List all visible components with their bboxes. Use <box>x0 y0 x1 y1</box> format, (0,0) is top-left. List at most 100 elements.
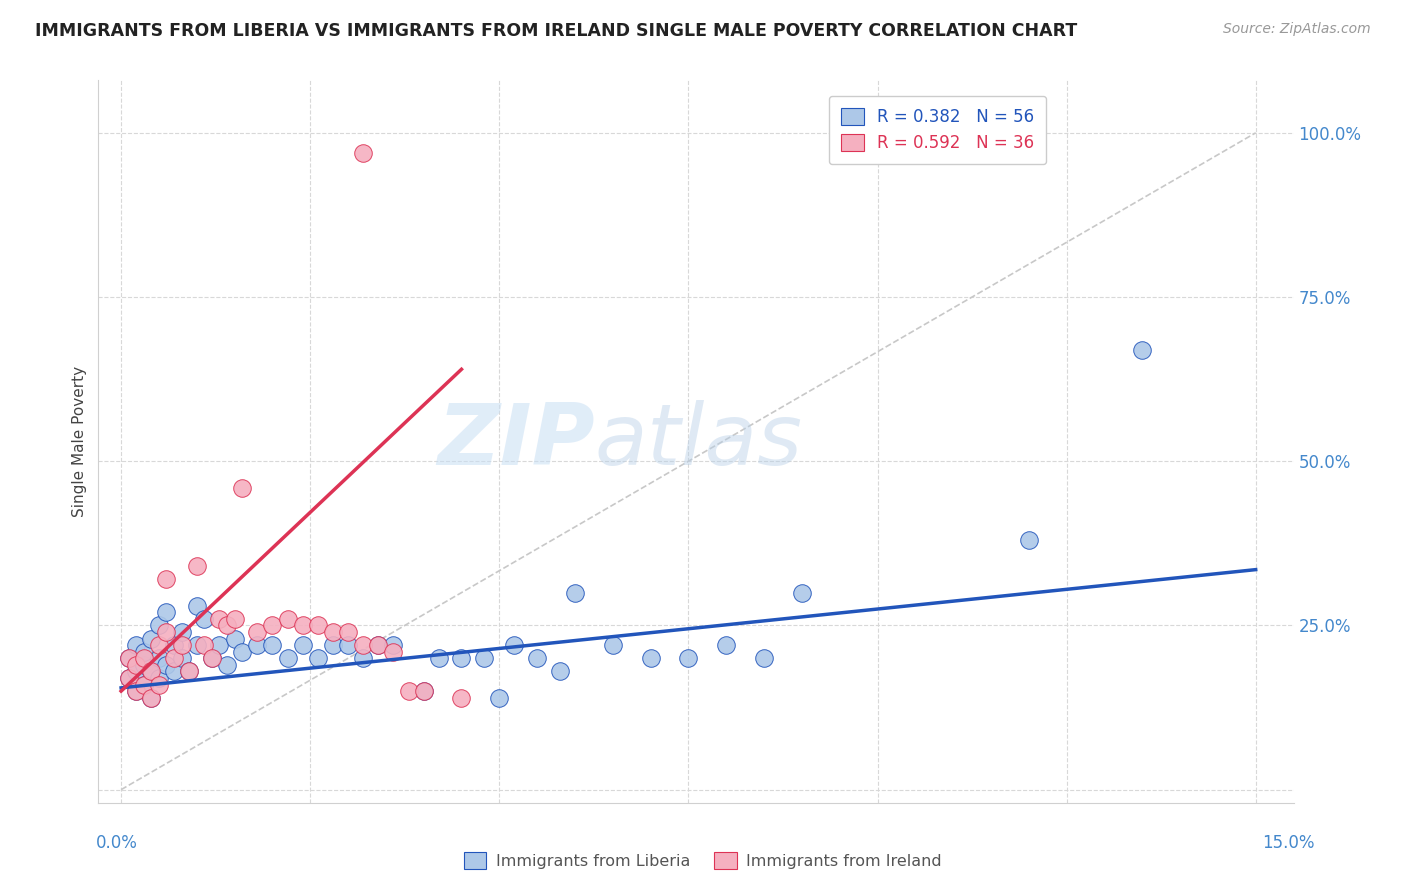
Point <box>790 585 813 599</box>
Point <box>141 690 163 705</box>
Point <box>382 645 405 659</box>
Point <box>412 684 434 698</box>
Point <box>193 638 215 652</box>
Point <box>118 671 141 685</box>
Point <box>322 638 344 652</box>
Point <box>716 638 738 652</box>
Point <box>163 665 186 679</box>
Point <box>231 481 253 495</box>
Point <box>148 618 170 632</box>
Text: Source: ZipAtlas.com: Source: ZipAtlas.com <box>1223 22 1371 37</box>
Point <box>231 645 253 659</box>
Point <box>148 651 170 665</box>
Point <box>186 559 208 574</box>
Point <box>224 632 246 646</box>
Point <box>276 612 298 626</box>
Point <box>125 684 148 698</box>
Point <box>125 684 148 698</box>
Point <box>224 612 246 626</box>
Point <box>412 684 434 698</box>
Point <box>337 625 360 640</box>
Text: atlas: atlas <box>595 400 803 483</box>
Point <box>548 665 571 679</box>
Point <box>678 651 700 665</box>
Point <box>215 618 238 632</box>
Point <box>526 651 548 665</box>
Point <box>262 618 284 632</box>
Point <box>1018 533 1040 547</box>
Point <box>201 651 224 665</box>
Point <box>141 690 163 705</box>
Point <box>208 612 231 626</box>
Point <box>450 651 472 665</box>
Point <box>155 657 177 672</box>
Point <box>367 638 389 652</box>
Point <box>382 638 405 652</box>
Point <box>352 145 374 160</box>
Point <box>352 638 374 652</box>
Point <box>367 638 389 652</box>
Text: 0.0%: 0.0% <box>96 834 138 852</box>
Point <box>352 651 374 665</box>
Point <box>752 651 775 665</box>
Point <box>215 657 238 672</box>
Point <box>201 651 224 665</box>
Legend: Immigrants from Liberia, Immigrants from Ireland: Immigrants from Liberia, Immigrants from… <box>458 846 948 875</box>
Point <box>179 665 201 679</box>
Point <box>170 625 193 640</box>
Point <box>132 651 155 665</box>
Point <box>193 612 215 626</box>
Point <box>307 618 329 632</box>
Point <box>125 657 148 672</box>
Point <box>118 651 141 665</box>
Point <box>427 651 450 665</box>
Point <box>141 665 163 679</box>
Point <box>186 599 208 613</box>
Point <box>170 651 193 665</box>
Point <box>503 638 526 652</box>
Legend: R = 0.382   N = 56, R = 0.592   N = 36: R = 0.382 N = 56, R = 0.592 N = 36 <box>830 95 1046 164</box>
Point <box>322 625 344 640</box>
Point <box>170 638 193 652</box>
Point <box>291 618 314 632</box>
Point <box>262 638 284 652</box>
Point <box>125 665 148 679</box>
Point <box>246 638 269 652</box>
Point <box>148 671 170 685</box>
Point <box>488 690 510 705</box>
Point <box>132 677 155 691</box>
Point <box>450 690 472 705</box>
Point <box>246 625 269 640</box>
Point <box>132 657 155 672</box>
Point <box>398 684 420 698</box>
Point <box>155 573 177 587</box>
Point <box>118 671 141 685</box>
Point <box>118 651 141 665</box>
Point <box>163 651 186 665</box>
Point <box>640 651 662 665</box>
Y-axis label: Single Male Poverty: Single Male Poverty <box>72 366 87 517</box>
Point <box>208 638 231 652</box>
Text: IMMIGRANTS FROM LIBERIA VS IMMIGRANTS FROM IRELAND SINGLE MALE POVERTY CORRELATI: IMMIGRANTS FROM LIBERIA VS IMMIGRANTS FR… <box>35 22 1077 40</box>
Point <box>307 651 329 665</box>
Text: 15.0%: 15.0% <box>1263 834 1315 852</box>
Point <box>163 638 186 652</box>
Point <box>291 638 314 652</box>
Point <box>337 638 360 652</box>
Point <box>472 651 495 665</box>
Point <box>602 638 624 652</box>
Point <box>276 651 298 665</box>
Point <box>155 625 177 640</box>
Text: ZIP: ZIP <box>437 400 595 483</box>
Point <box>1130 343 1153 357</box>
Point <box>155 605 177 619</box>
Point <box>141 665 163 679</box>
Point <box>132 677 155 691</box>
Point <box>564 585 586 599</box>
Point <box>132 645 155 659</box>
Point <box>186 638 208 652</box>
Point <box>179 665 201 679</box>
Point <box>148 677 170 691</box>
Point <box>125 638 148 652</box>
Point <box>148 638 170 652</box>
